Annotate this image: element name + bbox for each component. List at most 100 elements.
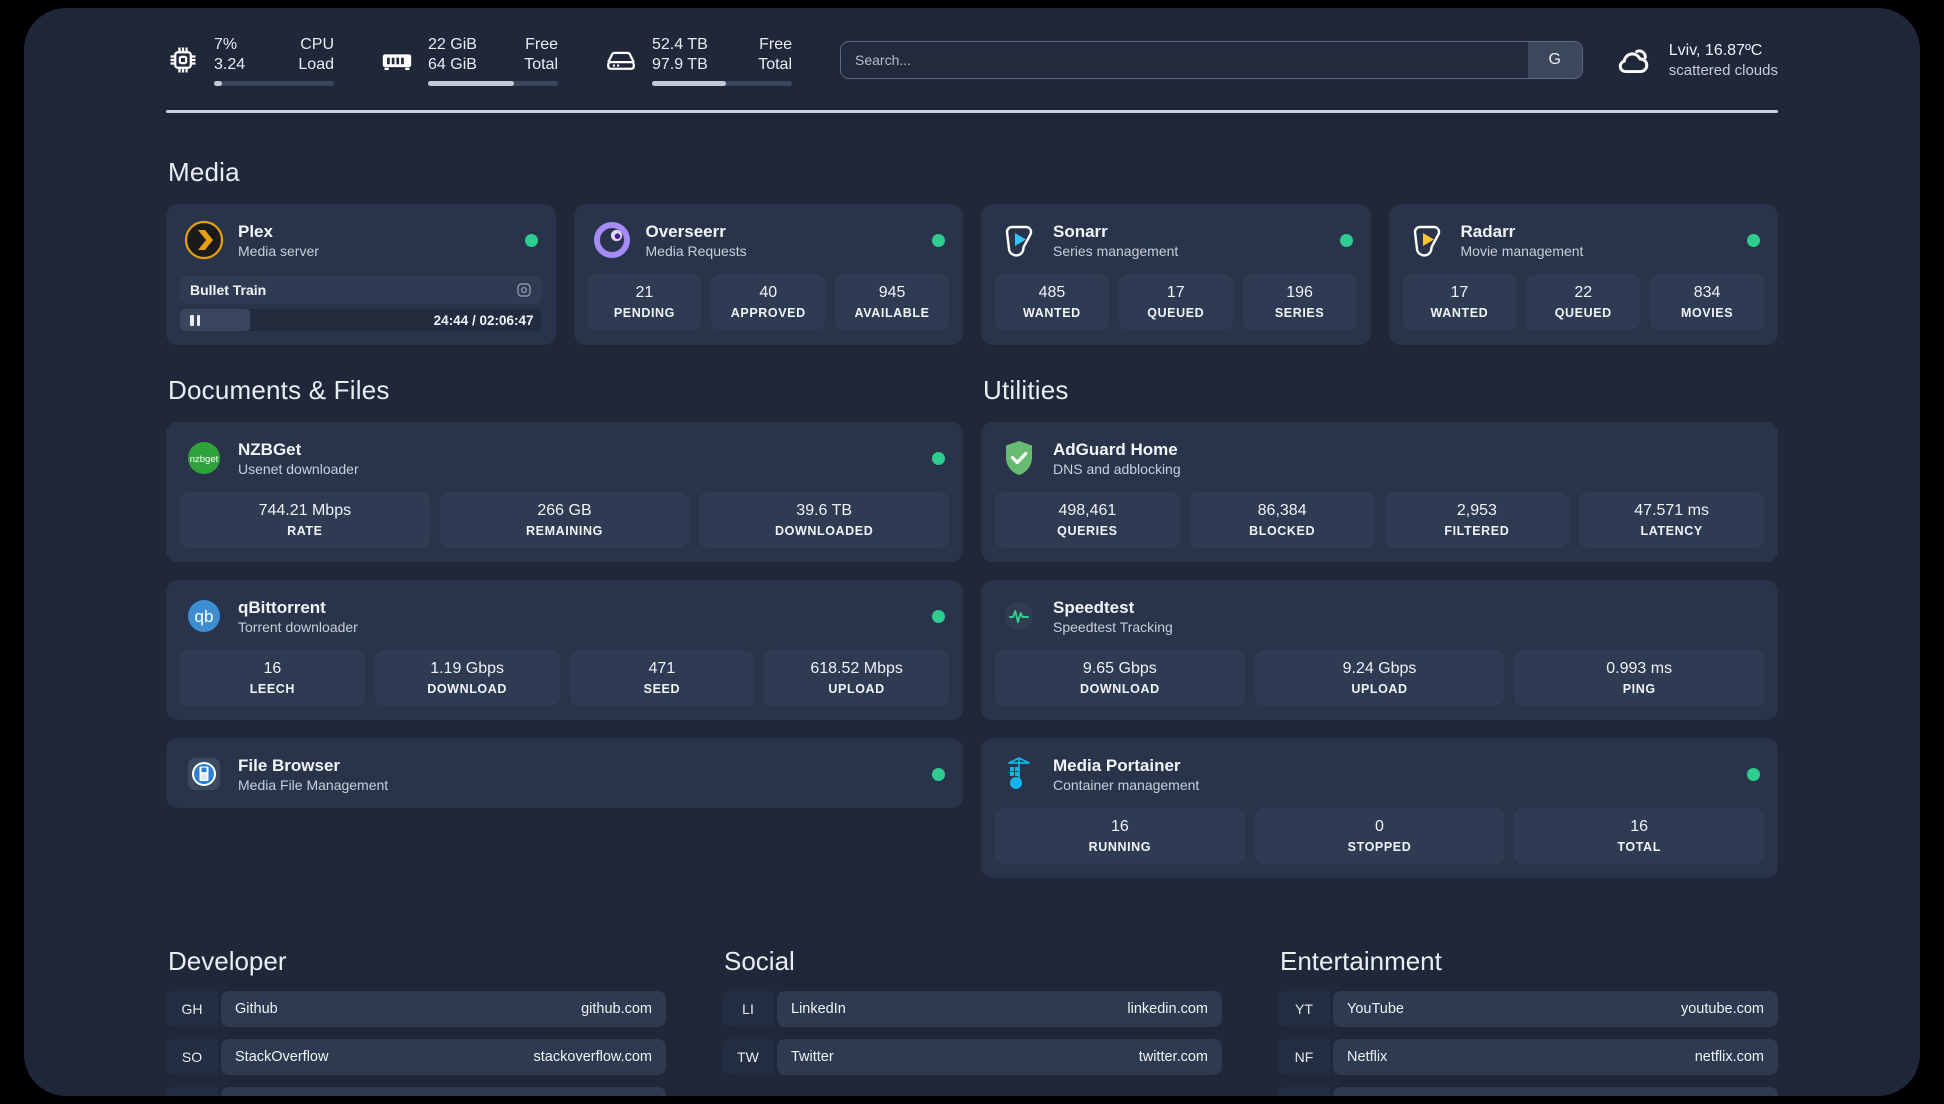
svg-text:qb: qb (195, 607, 214, 626)
status-indicator (932, 233, 945, 247)
stat-value: 22 (1574, 284, 1593, 301)
bookmark-item[interactable]: RE Reddit reddit.com (1278, 1087, 1778, 1096)
search-input[interactable] (841, 42, 1528, 78)
filebrowser-icon (184, 754, 224, 794)
service-subtitle: Series management (1053, 242, 1179, 259)
bookmark-group-social: Social LI LinkedIn linkedin.com TW Twitt… (722, 946, 1222, 1096)
service-name: Speedtest (1053, 597, 1135, 617)
stat-tile: 21 PENDING (587, 274, 702, 330)
bookmark-item[interactable]: SO StackOverflow stackoverflow.com (166, 1039, 666, 1075)
nzbget-icon: nzbget (184, 438, 224, 478)
stat-label: DOWNLOAD (427, 682, 508, 696)
stat-label: WANTED (1023, 306, 1081, 320)
stat-tile: 2,953 FILTERED (1384, 492, 1570, 548)
bookmark-item[interactable]: GH Github github.com (166, 991, 666, 1027)
stat-label: FILTERED (1444, 524, 1510, 538)
bookmark-item[interactable]: DT DEV dev.to (166, 1087, 666, 1096)
cpu-load-value: 3.24 (214, 55, 246, 73)
stat-label: REMAINING (526, 524, 603, 538)
bookmark-item[interactable]: YT YouTube youtube.com (1278, 991, 1778, 1027)
speedtest-icon (999, 596, 1039, 636)
service-card-plex[interactable]: Plex Media server Bullet Train (166, 204, 556, 345)
header: 7% CPU 3.24 Load (166, 8, 1778, 104)
stat-value: 47.571 ms (1634, 502, 1709, 519)
search-bar[interactable]: G (840, 41, 1583, 79)
service-card-qbittorrent[interactable]: qb qBittorrent Torrent downloader 16 LEE… (166, 580, 963, 720)
pause-icon[interactable] (190, 314, 200, 326)
service-card-sonarr[interactable]: Sonarr Series management 485 WANTED 17 Q… (981, 204, 1371, 345)
memory-free-value: 22 GiB (428, 35, 477, 53)
bookmark-url: netflix.com (1694, 1049, 1764, 1065)
memory-usage-bar (428, 80, 558, 86)
weather-condition: scattered clouds (1668, 61, 1778, 79)
section-utilities: Utilities AdGuard Home DNS and adblocki (981, 375, 1778, 896)
status-indicator (524, 233, 538, 247)
ram-icon (380, 43, 414, 77)
bookmark-name: YouTube (1347, 1001, 1404, 1017)
memory-free-label: Free (525, 35, 558, 53)
service-subtitle: Media Requests (645, 242, 747, 259)
service-card-adguard-home[interactable]: AdGuard Home DNS and adblocking 498,461 … (981, 422, 1778, 562)
service-stats: 498,461 QUERIES 86,384 BLOCKED 2,953 FIL… (995, 492, 1764, 548)
stat-label: LATENCY (1640, 524, 1703, 538)
stat-tile: 196 SERIES (1242, 274, 1357, 330)
service-subtitle: Usenet downloader (238, 460, 359, 477)
disk-total-label: Total (758, 55, 792, 73)
service-subtitle: Movie management (1460, 242, 1584, 259)
service-card-nzbget[interactable]: nzbget NZBGet Usenet downloader 744.21 M… (166, 422, 963, 562)
service-card-media-portainer[interactable]: Media Portainer Container management 16 … (981, 738, 1778, 878)
bookmark-abbr: TW (722, 1039, 774, 1075)
bookmark-item[interactable]: NF Netflix netflix.com (1278, 1039, 1778, 1075)
bookmark-item[interactable]: TW Twitter twitter.com (722, 1039, 1222, 1075)
stat-value: 16 (1110, 818, 1129, 835)
bookmark-abbr: YT (1278, 991, 1330, 1027)
service-name: Sonarr (1053, 221, 1108, 241)
service-card-file-browser[interactable]: File Browser Media File Management (166, 738, 963, 808)
disk-usage-bar (652, 80, 792, 86)
stat-value: 86,384 (1257, 502, 1307, 519)
service-stats: 485 WANTED 17 QUEUED 196 SERIES (995, 274, 1357, 330)
stat-value: 0 (1375, 818, 1384, 835)
bookmark-abbr: LI (722, 991, 774, 1027)
stat-label: TOTAL (1617, 840, 1661, 854)
adguard-icon (999, 438, 1039, 478)
stat-tile: 9.24 Gbps UPLOAD (1254, 650, 1505, 706)
stat-label: UPLOAD (828, 682, 885, 696)
stat-tile: 40 APPROVED (711, 274, 826, 330)
service-card-overseerr[interactable]: Overseerr Media Requests 21 PENDING 40 A… (573, 204, 963, 345)
gear-icon[interactable] (516, 282, 532, 298)
service-card-radarr[interactable]: Radarr Movie management 17 WANTED 22 QUE… (1388, 204, 1778, 345)
bookmark-group-entertainment: Entertainment YT YouTube youtube.com NF … (1278, 946, 1778, 1096)
stat-label: PING (1622, 682, 1656, 696)
header-divider (166, 110, 1778, 113)
stat-value: 618.52 Mbps (810, 660, 903, 677)
svg-text:nzbget: nzbget (190, 454, 219, 465)
stat-value: 471 (648, 660, 676, 677)
service-card-speedtest[interactable]: Speedtest Speedtest Tracking 9.65 Gbps D… (981, 580, 1778, 720)
stat-value: 834 (1693, 284, 1721, 301)
stat-label: STOPPED (1347, 840, 1412, 854)
status-indicator (1747, 233, 1760, 247)
service-subtitle: DNS and adblocking (1053, 460, 1181, 477)
bookmark-url: stackoverflow.com (533, 1049, 652, 1065)
stat-value: 40 (759, 284, 778, 301)
disk-free-value: 52.4 TB (652, 35, 708, 53)
stat-value: 196 (1286, 284, 1313, 301)
section-media: Media Plex Media server (166, 157, 1778, 345)
service-stats: 17 WANTED 22 QUEUED 834 MOVIES (1402, 274, 1765, 330)
stat-value: 0.993 ms (1606, 660, 1673, 677)
bookmarks: Developer GH Github github.com SO StackO… (166, 946, 1778, 1096)
search-engine-button[interactable]: G (1527, 42, 1582, 78)
stat-label: DOWNLOAD (1079, 682, 1160, 696)
memory-total-label: Total (524, 55, 558, 73)
cpu-usage-label: CPU (300, 35, 334, 53)
section-title-media: Media (168, 157, 240, 187)
bookmark-item[interactable]: LI LinkedIn linkedin.com (722, 991, 1222, 1027)
bookmark-url: twitter.com (1138, 1049, 1208, 1065)
stat-value: 9.65 Gbps (1082, 660, 1157, 677)
service-subtitle: Media File Management (238, 776, 389, 793)
stat-tile: 86,384 BLOCKED (1189, 492, 1375, 548)
stat-label: SERIES (1274, 306, 1325, 320)
stat-value: 16 (263, 660, 282, 677)
section-title-utilities: Utilities (983, 375, 1069, 405)
